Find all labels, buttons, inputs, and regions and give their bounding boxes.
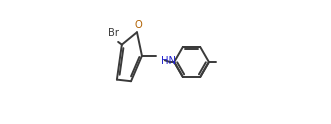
- Text: HN: HN: [161, 56, 176, 66]
- Text: Br: Br: [109, 29, 119, 38]
- Text: O: O: [134, 20, 142, 30]
